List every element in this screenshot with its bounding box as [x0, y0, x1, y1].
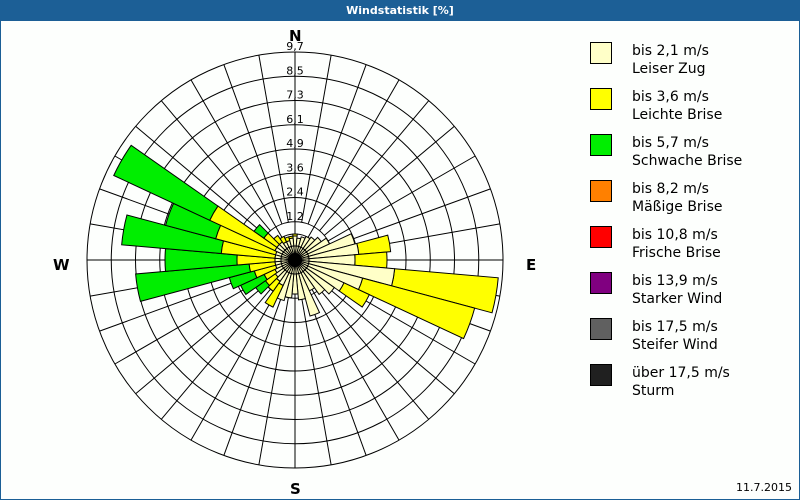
grid-spoke	[258, 55, 289, 223]
legend-label: Sturm	[632, 383, 675, 399]
grid-spoke	[301, 55, 332, 223]
compass-south: S	[290, 480, 301, 498]
legend-label: Starker Wind	[632, 291, 723, 307]
legend-speed: bis 5,7 m/s	[632, 135, 709, 151]
chart-title: Windstatistik [%]	[0, 0, 800, 21]
grid-spoke	[294, 259, 400, 441]
legend-swatch	[590, 226, 612, 248]
legend-label: Schwache Brise	[632, 153, 743, 169]
radial-tick-label: 1,2	[286, 210, 304, 223]
grid-spoke	[319, 100, 430, 232]
legend-swatch	[590, 88, 612, 110]
compass-north: N	[289, 27, 302, 45]
legend-label: Leichte Brise	[632, 107, 723, 123]
radial-tick-label: 3,6	[286, 161, 304, 174]
legend-swatch	[590, 42, 612, 64]
grid-spoke	[307, 295, 367, 456]
grid-spoke	[190, 79, 296, 261]
rose-segment	[356, 234, 392, 255]
grid-spoke	[323, 284, 455, 395]
legend-label: Leiser Zug	[632, 61, 706, 77]
radial-tick-label: 4,9	[286, 137, 304, 150]
legend-speed: bis 2,1 m/s	[632, 43, 709, 59]
legend-swatch	[590, 180, 612, 202]
legend-swatch	[590, 272, 612, 294]
grid-spoke	[135, 125, 267, 236]
grid-spoke	[135, 284, 267, 395]
legend-label: Steifer Wind	[632, 337, 718, 353]
radial-tick-label: 2,4	[286, 186, 304, 199]
legend-swatch	[590, 364, 612, 386]
legend-swatch	[590, 134, 612, 156]
compass-east: E	[526, 256, 537, 274]
radial-tick-label: 8,5	[286, 64, 304, 77]
legend-label: Frische Brise	[632, 245, 721, 261]
grid-spoke	[258, 297, 289, 465]
grid-spoke	[223, 64, 283, 225]
legend-speed: bis 17,5 m/s	[632, 319, 718, 335]
grid-spoke	[301, 297, 332, 465]
grid-spoke	[160, 100, 271, 232]
grid-spoke	[323, 125, 455, 236]
compass-west: W	[53, 256, 70, 274]
legend-speed: bis 8,2 m/s	[632, 181, 709, 197]
radial-tick-label: 9,7	[286, 40, 304, 53]
legend-swatch	[590, 318, 612, 340]
radial-tick-label: 6,1	[286, 113, 304, 126]
legend-speed: über 17,5 m/s	[632, 365, 730, 381]
date-label: 11.7.2015	[736, 481, 792, 494]
legend-speed: bis 3,6 m/s	[632, 89, 709, 105]
legend-speed: bis 13,9 m/s	[632, 273, 718, 289]
grid-spoke	[294, 79, 400, 261]
legend-label: Mäßige Brise	[632, 199, 723, 215]
grid-spoke	[319, 288, 430, 420]
radial-tick-label: 7,3	[286, 89, 304, 102]
grid-spoke	[307, 64, 367, 225]
grid-spoke	[223, 295, 283, 456]
grid-spoke	[160, 288, 271, 420]
legend-speed: bis 10,8 m/s	[632, 227, 718, 243]
rose-center	[288, 253, 302, 267]
grid-spoke	[330, 188, 491, 248]
